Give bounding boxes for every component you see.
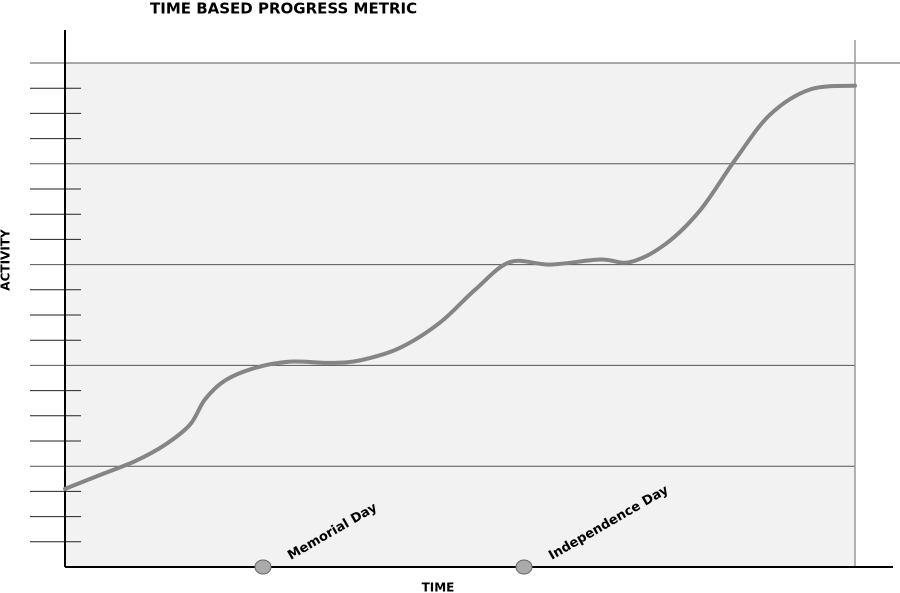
x-axis-label: TIME	[422, 581, 455, 593]
annotation-marker	[254, 559, 272, 575]
annotation-marker	[515, 559, 533, 575]
chart-title: TIME BASED PROGRESS METRIC	[150, 0, 417, 18]
y-axis-label: ACTIVITY	[0, 229, 13, 291]
plot-background	[65, 63, 855, 567]
line	[63, 83, 857, 491]
